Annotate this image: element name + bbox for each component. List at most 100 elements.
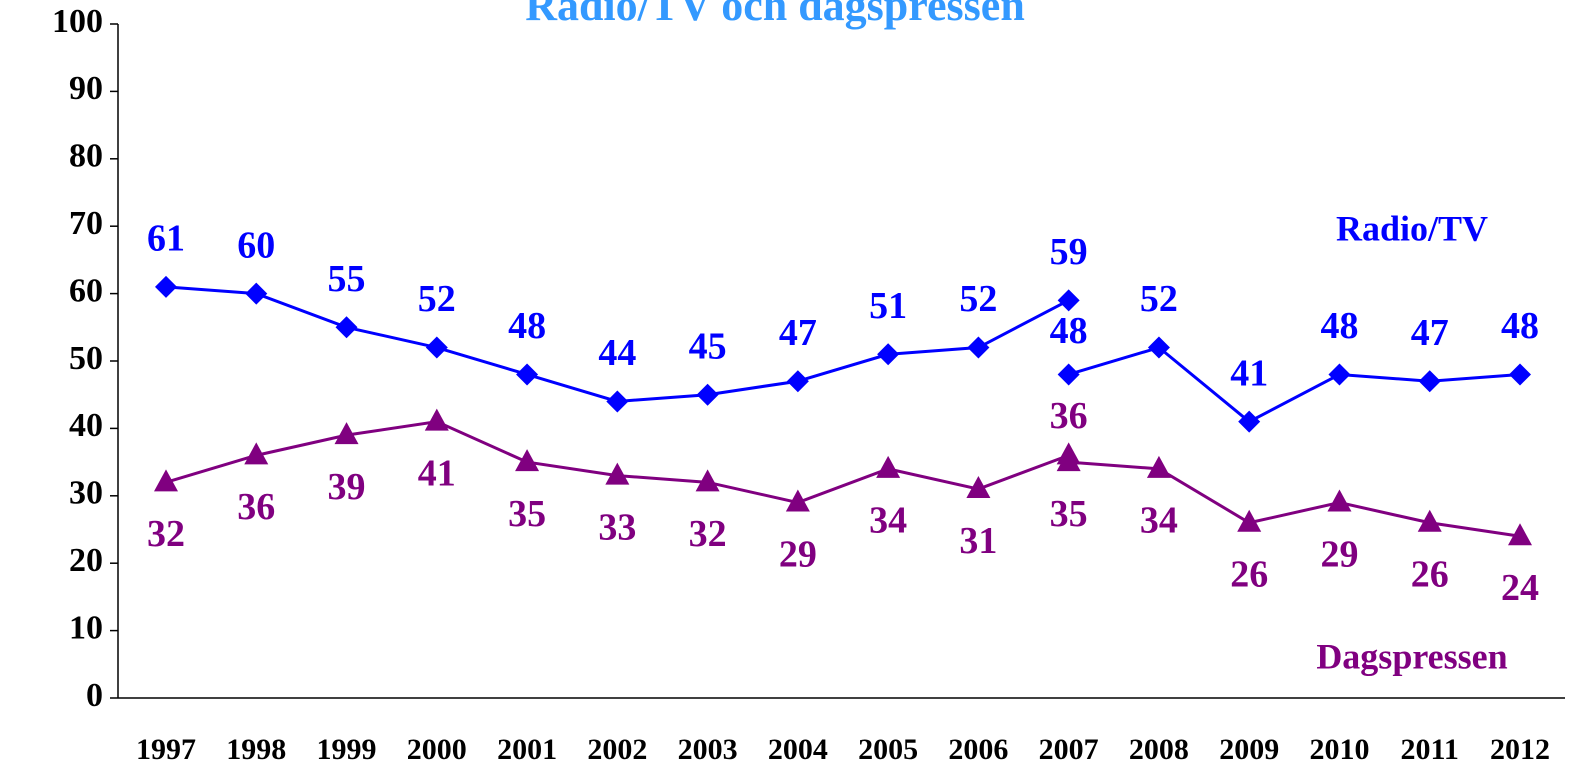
marker (515, 449, 540, 472)
series-line (1068, 460, 1521, 538)
x-tick-label: 1999 (317, 733, 377, 766)
data-label: 44 (598, 332, 636, 374)
data-label: 48 (1050, 310, 1088, 352)
marker (516, 363, 539, 386)
x-tick-label: 2009 (1219, 733, 1279, 766)
marker (786, 370, 809, 393)
marker (424, 408, 449, 431)
marker (335, 316, 358, 339)
y-tick-label: 0 (86, 677, 103, 714)
data-label: 31 (959, 520, 997, 562)
marker (1327, 489, 1352, 512)
marker (967, 336, 990, 359)
x-tick-label: 2010 (1309, 733, 1369, 766)
marker (605, 462, 630, 485)
data-label: 59 (1050, 231, 1088, 273)
marker (334, 422, 359, 445)
data-label: 48 (508, 305, 546, 347)
series-line (1068, 345, 1521, 424)
y-tick-label: 60 (69, 272, 103, 309)
data-label: 29 (779, 533, 817, 575)
x-tick-label: 2008 (1129, 733, 1189, 766)
marker (785, 489, 810, 512)
marker (1146, 455, 1171, 478)
x-tick-label: 2002 (587, 733, 647, 766)
y-tick-label: 100 (52, 3, 103, 40)
data-label: 48 (1501, 305, 1539, 347)
x-tick-label: 2001 (497, 733, 557, 766)
marker (245, 282, 268, 305)
data-label: 45 (689, 325, 727, 367)
data-label: 52 (959, 278, 997, 320)
marker (1509, 363, 1531, 386)
marker (1418, 370, 1441, 393)
marker (606, 390, 629, 413)
data-label: 60 (237, 224, 275, 266)
marker (696, 383, 719, 406)
x-tick-label: 1997 (136, 733, 196, 766)
data-label: 55 (328, 258, 366, 300)
x-tick-label: 2007 (1039, 733, 1099, 766)
y-tick-label: 30 (69, 475, 103, 512)
marker (425, 336, 448, 359)
x-tick-label: 1998 (226, 733, 286, 766)
data-label: 48 (1320, 305, 1358, 347)
marker (1057, 363, 1080, 386)
data-label: 39 (328, 466, 366, 508)
data-label: 26 (1411, 553, 1449, 595)
x-tick-label: 2004 (768, 733, 828, 766)
data-label: 24 (1501, 567, 1539, 609)
y-tick-label: 50 (69, 340, 103, 377)
data-label: 61 (147, 218, 185, 260)
data-label: 32 (147, 513, 185, 555)
data-label: 35 (1050, 493, 1088, 535)
x-tick-label: 2006 (948, 733, 1008, 766)
y-tick-label: 90 (69, 70, 103, 107)
marker (244, 442, 269, 465)
marker (155, 275, 177, 298)
data-label: 34 (869, 500, 907, 542)
data-label: 36 (237, 486, 275, 528)
data-label: 41 (418, 452, 456, 494)
data-label: 29 (1320, 533, 1358, 575)
marker (1328, 363, 1351, 386)
data-label: 26 (1230, 553, 1268, 595)
marker (1508, 523, 1532, 546)
marker (695, 469, 720, 492)
data-label: 32 (689, 513, 727, 555)
data-label: 36 (1050, 395, 1088, 437)
x-tick-label: 2012 (1490, 733, 1550, 766)
series-line (165, 420, 1070, 505)
x-tick-label: 2000 (407, 733, 467, 766)
marker (1147, 336, 1170, 359)
marker (1417, 509, 1442, 532)
y-tick-label: 40 (69, 407, 103, 444)
data-label: 52 (1140, 278, 1178, 320)
chart-title: Radio/TV och dagspressen (525, 0, 1025, 30)
x-tick-label: 2011 (1401, 733, 1459, 766)
data-label: 34 (1140, 500, 1178, 542)
x-tick-label: 2003 (678, 733, 738, 766)
series-name: Dagspressen (1316, 636, 1507, 676)
y-tick-label: 20 (69, 542, 103, 579)
marker (966, 476, 991, 499)
data-label: 33 (598, 506, 636, 548)
data-label: 35 (508, 493, 546, 535)
data-label: 47 (1411, 312, 1449, 354)
y-tick-label: 10 (69, 609, 103, 646)
y-tick-label: 80 (69, 138, 103, 175)
data-label: 47 (779, 312, 817, 354)
series-name: Radio/TV (1336, 208, 1488, 248)
marker (1057, 289, 1080, 312)
y-tick-label: 70 (69, 205, 103, 242)
marker (877, 343, 900, 366)
x-tick-label: 2005 (858, 733, 918, 766)
marker (876, 455, 901, 478)
marker (1238, 410, 1261, 433)
data-label: 41 (1230, 352, 1268, 394)
data-label: 51 (869, 285, 907, 327)
data-label: 52 (418, 278, 456, 320)
marker (1056, 449, 1081, 472)
marker (1237, 509, 1262, 532)
